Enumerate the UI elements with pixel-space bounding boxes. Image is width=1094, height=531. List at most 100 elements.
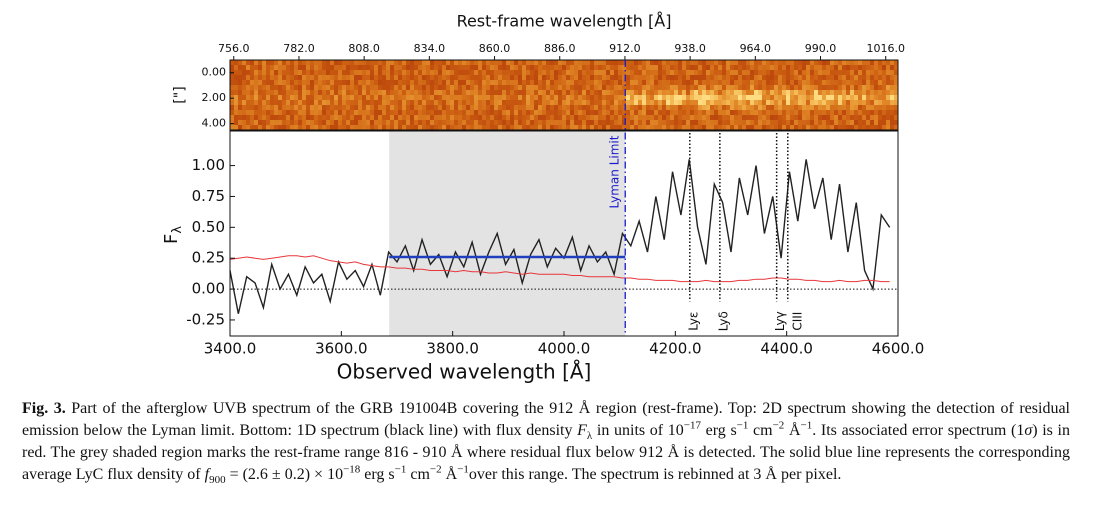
image-pixel xyxy=(602,60,606,65)
image-pixel xyxy=(566,95,570,100)
image-pixel xyxy=(726,90,730,95)
image-pixel xyxy=(582,95,586,100)
image-pixel xyxy=(406,75,410,80)
image-pixel xyxy=(870,115,874,120)
image-pixel xyxy=(710,105,714,110)
image-pixel xyxy=(330,110,334,115)
image-pixel xyxy=(554,85,558,90)
image-pixel xyxy=(746,95,750,100)
image-pixel xyxy=(306,105,310,110)
image-pixel xyxy=(546,80,550,85)
image-pixel xyxy=(490,100,494,105)
image-pixel xyxy=(814,105,818,110)
image-pixel xyxy=(710,60,714,65)
image-pixel xyxy=(678,105,682,110)
image-pixel xyxy=(654,105,658,110)
image-pixel xyxy=(670,100,674,105)
image-y-tick-label: 4.00 xyxy=(202,117,227,130)
image-pixel xyxy=(690,125,694,130)
image-pixel xyxy=(494,80,498,85)
caption: Fig. 3. Part of the afterglow UVB spectr… xyxy=(22,398,1070,486)
image-pixel xyxy=(530,110,534,115)
image-pixel xyxy=(818,60,822,65)
image-pixel xyxy=(646,65,650,70)
image-pixel xyxy=(322,60,326,65)
image-pixel xyxy=(690,110,694,115)
image-pixel xyxy=(234,125,238,130)
image-pixel xyxy=(362,75,366,80)
image-pixel xyxy=(886,125,890,130)
image-pixel xyxy=(230,115,234,120)
image-pixel xyxy=(502,85,506,90)
image-pixel xyxy=(886,90,890,95)
image-pixel xyxy=(406,95,410,100)
image-pixel xyxy=(710,75,714,80)
image-pixel xyxy=(750,75,754,80)
image-pixel xyxy=(822,115,826,120)
image-pixel xyxy=(526,100,530,105)
image-pixel xyxy=(518,105,522,110)
image-pixel xyxy=(446,105,450,110)
image-pixel xyxy=(446,110,450,115)
image-pixel xyxy=(358,115,362,120)
image-pixel xyxy=(594,70,598,75)
image-y-tick-label: 2.00 xyxy=(202,91,227,104)
image-pixel xyxy=(810,70,814,75)
image-pixel xyxy=(694,95,698,100)
image-pixel xyxy=(854,105,858,110)
image-pixel xyxy=(650,70,654,75)
image-pixel xyxy=(410,110,414,115)
image-pixel xyxy=(858,120,862,125)
image-pixel xyxy=(582,70,586,75)
image-pixel xyxy=(566,75,570,80)
image-pixel xyxy=(686,120,690,125)
image-pixel xyxy=(642,100,646,105)
image-pixel xyxy=(690,80,694,85)
image-pixel xyxy=(698,65,702,70)
image-pixel xyxy=(810,125,814,130)
image-pixel xyxy=(802,70,806,75)
image-pixel xyxy=(382,120,386,125)
image-pixel xyxy=(510,115,514,120)
image-pixel xyxy=(378,85,382,90)
image-pixel xyxy=(474,105,478,110)
image-pixel xyxy=(366,105,370,110)
image-pixel xyxy=(682,105,686,110)
image-pixel xyxy=(786,120,790,125)
error-line xyxy=(229,255,890,283)
image-pixel xyxy=(818,85,822,90)
image-pixel xyxy=(846,70,850,75)
image-pixel xyxy=(366,90,370,95)
image-pixels xyxy=(230,60,898,130)
image-pixel xyxy=(230,85,234,90)
image-pixel xyxy=(682,100,686,105)
image-pixel xyxy=(390,75,394,80)
image-pixel xyxy=(498,115,502,120)
image-pixel xyxy=(414,90,418,95)
image-pixel xyxy=(806,70,810,75)
image-pixel xyxy=(538,85,542,90)
image-pixel xyxy=(386,110,390,115)
image-pixel xyxy=(662,75,666,80)
image-pixel xyxy=(534,115,538,120)
image-pixel xyxy=(726,110,730,115)
image-pixel xyxy=(614,115,618,120)
image-pixel xyxy=(850,95,854,100)
image-pixel xyxy=(746,65,750,70)
image-pixel xyxy=(694,115,698,120)
image-pixel xyxy=(622,60,626,65)
image-pixel xyxy=(754,115,758,120)
image-pixel xyxy=(858,100,862,105)
image-pixel xyxy=(650,90,654,95)
image-pixel xyxy=(658,120,662,125)
image-pixel xyxy=(638,60,642,65)
image-pixel xyxy=(814,110,818,115)
image-pixel xyxy=(638,115,642,120)
image-pixel xyxy=(646,85,650,90)
image-pixel xyxy=(806,120,810,125)
image-pixel xyxy=(362,70,366,75)
image-pixel xyxy=(442,80,446,85)
image-pixel xyxy=(674,100,678,105)
image-pixel xyxy=(410,120,414,125)
image-pixel xyxy=(642,120,646,125)
